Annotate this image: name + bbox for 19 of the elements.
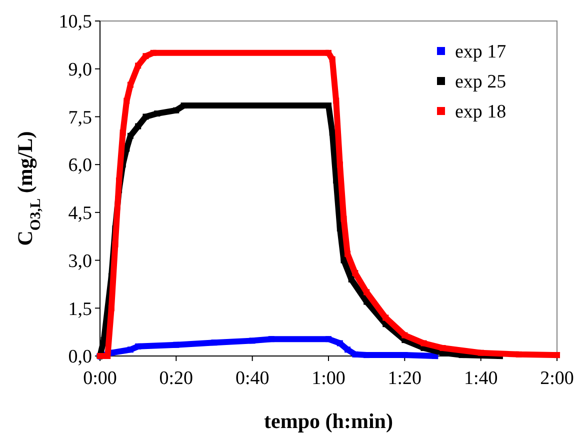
x-tick-label: 1:20: [388, 368, 422, 389]
x-tick-label: 0:20: [159, 368, 194, 389]
x-tick-label: 0:40: [235, 368, 270, 389]
legend-label: exp 18: [455, 102, 506, 123]
y-tick-label: 7,5: [68, 107, 92, 128]
x-tick-label: 1:00: [312, 368, 346, 389]
y-tick-label: 1,5: [68, 298, 92, 320]
legend-label: exp 17: [455, 42, 506, 63]
x-tick-label: 2:00: [540, 368, 574, 389]
y-tick-label: 0,0: [68, 346, 92, 368]
legend-label: exp 25: [455, 72, 506, 93]
y-tick-label: 6,0: [68, 155, 92, 176]
x-tick-label: 0:00: [83, 368, 117, 389]
y-tick-label: 10,5: [58, 12, 92, 33]
x-axis-title: tempo (h:min): [264, 409, 393, 433]
y-tick-label: 4,5: [68, 203, 92, 224]
x-tick-label: 1:40: [464, 368, 498, 389]
y-tick-label: 3,0: [68, 250, 92, 272]
y-tick-label: 9,0: [68, 60, 92, 81]
